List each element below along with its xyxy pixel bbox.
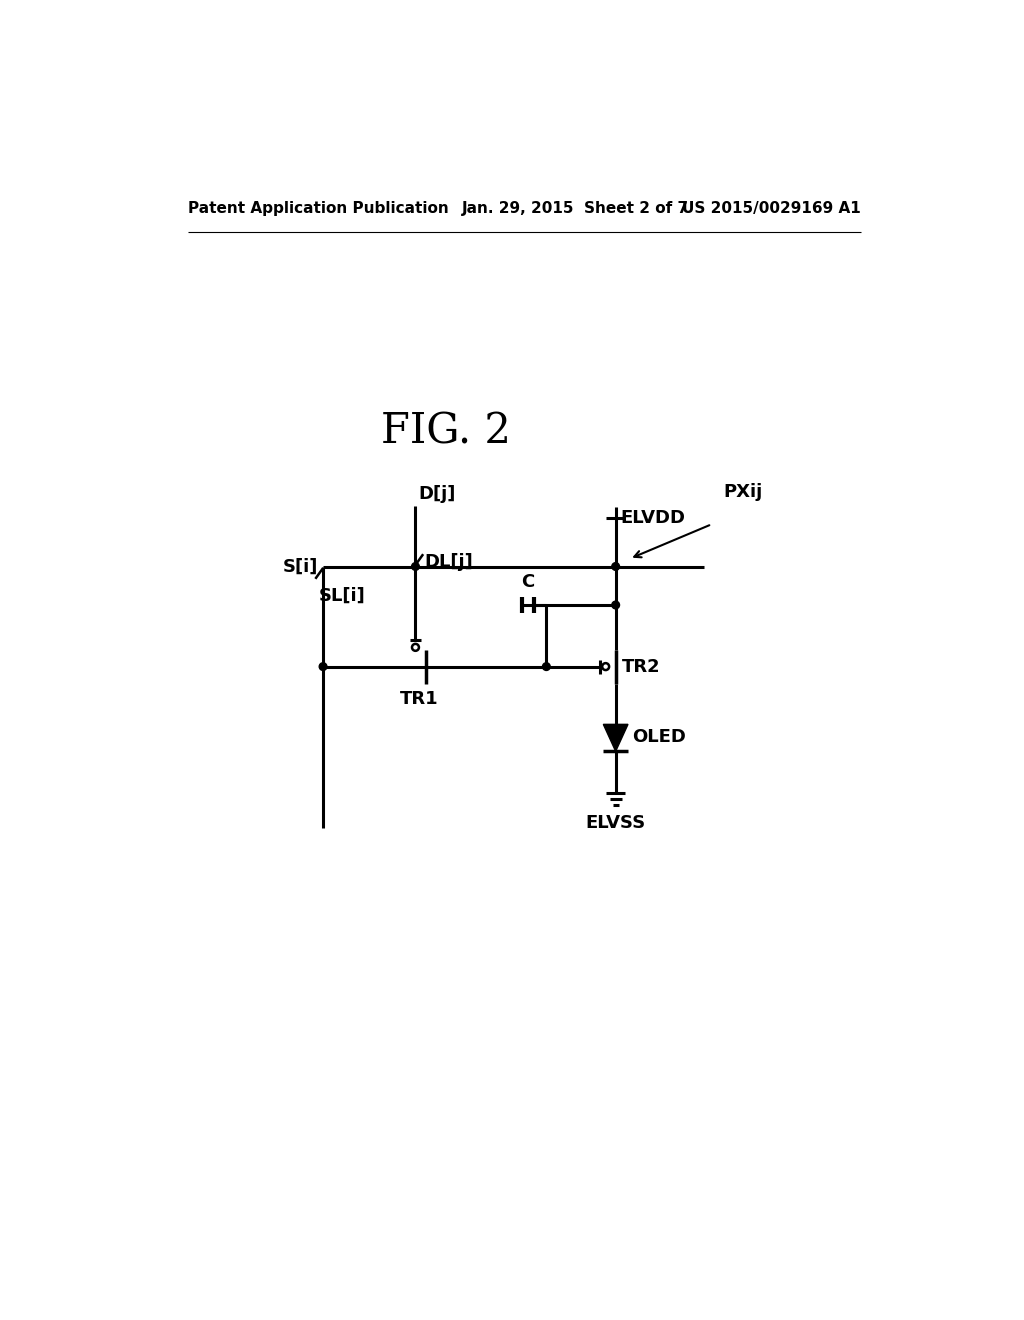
Text: TR1: TR1 xyxy=(400,689,438,708)
Text: ELVSS: ELVSS xyxy=(586,814,646,833)
Circle shape xyxy=(543,663,550,671)
Circle shape xyxy=(611,562,620,570)
Circle shape xyxy=(412,562,419,570)
Polygon shape xyxy=(603,725,628,751)
Text: SL[i]: SL[i] xyxy=(318,586,366,605)
Text: S[i]: S[i] xyxy=(283,557,318,576)
Text: DL[j]: DL[j] xyxy=(425,553,473,570)
Text: Jan. 29, 2015  Sheet 2 of 7: Jan. 29, 2015 Sheet 2 of 7 xyxy=(462,201,689,216)
Text: ELVDD: ELVDD xyxy=(621,510,685,527)
Text: Patent Application Publication: Patent Application Publication xyxy=(188,201,450,216)
Text: C: C xyxy=(521,573,535,591)
Text: TR2: TR2 xyxy=(622,657,660,676)
Text: US 2015/0029169 A1: US 2015/0029169 A1 xyxy=(682,201,860,216)
Text: PXij: PXij xyxy=(724,483,763,502)
Text: D[j]: D[j] xyxy=(419,484,456,503)
Text: FIG. 2: FIG. 2 xyxy=(381,411,511,453)
Circle shape xyxy=(611,601,620,609)
Text: OLED: OLED xyxy=(632,729,686,746)
Circle shape xyxy=(319,663,327,671)
